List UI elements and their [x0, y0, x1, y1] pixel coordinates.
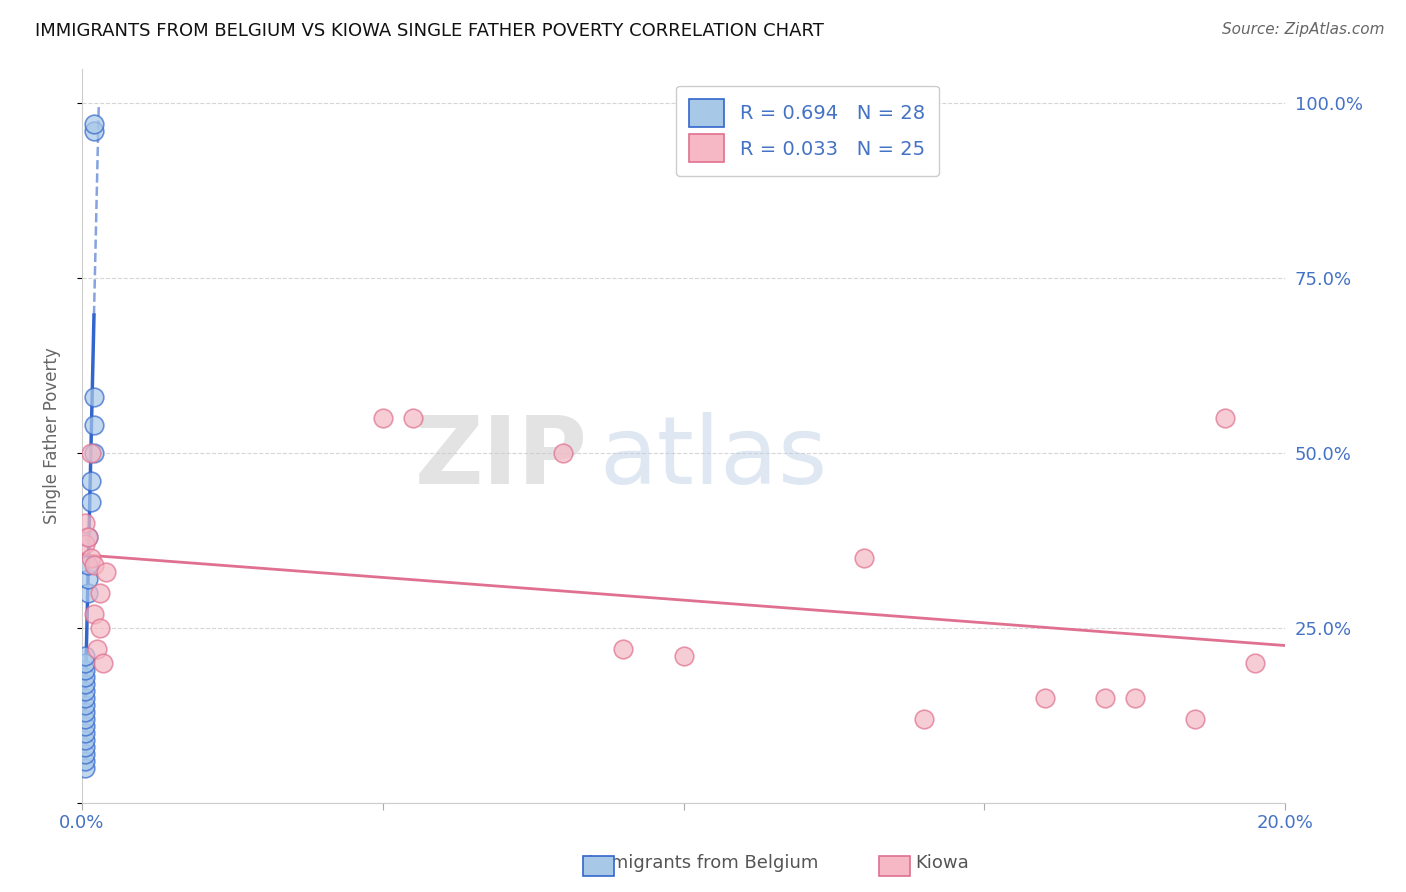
Point [77, 586, 100, 600]
Point [89, 621, 111, 635]
Point [672, 648, 695, 663]
Text: IMMIGRANTS FROM BELGIUM VS KIOWA SINGLE FATHER POVERTY CORRELATION CHART: IMMIGRANTS FROM BELGIUM VS KIOWA SINGLE … [35, 22, 824, 40]
Point [73, 712, 96, 726]
Text: ZIP: ZIP [415, 411, 588, 504]
Point [83, 390, 105, 404]
Point [73, 656, 96, 670]
Point [73, 698, 96, 712]
Point [86, 641, 108, 656]
Point [73, 516, 96, 530]
Point [77, 572, 100, 586]
Point [73, 747, 96, 761]
Y-axis label: Single Father Poverty: Single Father Poverty [44, 347, 60, 524]
Point [77, 530, 100, 544]
Point [73, 670, 96, 684]
Point [80, 446, 103, 460]
Point [612, 641, 634, 656]
Point [80, 474, 103, 488]
Point [83, 558, 105, 572]
Point [73, 725, 96, 739]
Point [91, 656, 114, 670]
Point [73, 732, 96, 747]
Text: Source: ZipAtlas.com: Source: ZipAtlas.com [1222, 22, 1385, 37]
Point [371, 411, 394, 425]
Point [83, 118, 105, 132]
Point [73, 648, 96, 663]
Point [1184, 712, 1206, 726]
Point [73, 663, 96, 677]
Text: atlas: atlas [599, 411, 828, 504]
Point [89, 586, 111, 600]
Point [94, 565, 117, 579]
Text: Immigrants from Belgium: Immigrants from Belgium [588, 855, 818, 872]
Point [912, 712, 935, 726]
Point [83, 607, 105, 621]
Legend: R = 0.694   N = 28, R = 0.033   N = 25: R = 0.694 N = 28, R = 0.033 N = 25 [676, 86, 939, 176]
Point [73, 705, 96, 719]
Point [1213, 411, 1236, 425]
Point [83, 446, 105, 460]
Point [73, 761, 96, 775]
Point [83, 124, 105, 138]
Point [73, 690, 96, 705]
Point [73, 754, 96, 768]
Point [73, 677, 96, 691]
Point [73, 719, 96, 733]
Point [853, 550, 876, 565]
Point [73, 683, 96, 698]
Point [553, 446, 575, 460]
Point [1244, 656, 1267, 670]
Point [1123, 690, 1146, 705]
Point [83, 418, 105, 433]
Point [77, 530, 100, 544]
Point [77, 558, 100, 572]
Point [73, 739, 96, 754]
Point [80, 495, 103, 509]
Point [80, 550, 103, 565]
Point [1094, 690, 1116, 705]
Text: Kiowa: Kiowa [915, 855, 969, 872]
Point [402, 411, 425, 425]
Point [1033, 690, 1056, 705]
Point [73, 537, 96, 551]
